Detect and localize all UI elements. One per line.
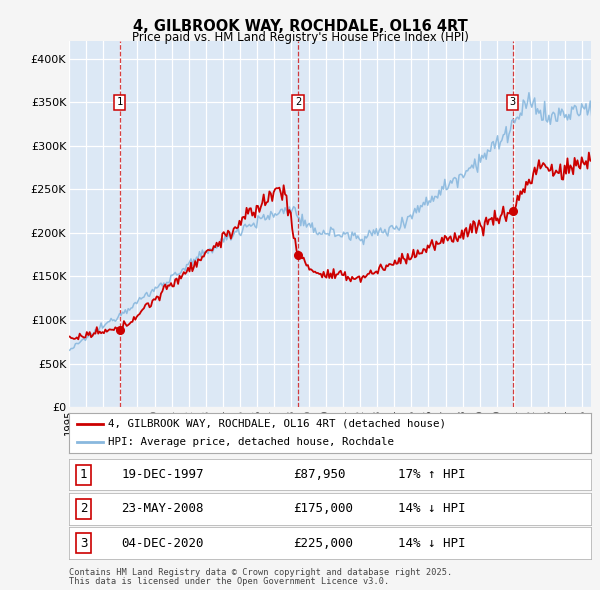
Text: 1: 1 [116,97,123,107]
Text: £175,000: £175,000 [293,502,353,516]
Text: 4, GILBROOK WAY, ROCHDALE, OL16 4RT: 4, GILBROOK WAY, ROCHDALE, OL16 4RT [133,19,467,34]
Text: 19-DEC-1997: 19-DEC-1997 [121,468,204,481]
Text: 2: 2 [80,502,88,516]
Text: 04-DEC-2020: 04-DEC-2020 [121,536,204,550]
Text: 17% ↑ HPI: 17% ↑ HPI [398,468,466,481]
Text: 14% ↓ HPI: 14% ↓ HPI [398,502,466,516]
Text: Contains HM Land Registry data © Crown copyright and database right 2025.: Contains HM Land Registry data © Crown c… [69,568,452,577]
Text: 4, GILBROOK WAY, ROCHDALE, OL16 4RT (detached house): 4, GILBROOK WAY, ROCHDALE, OL16 4RT (det… [108,419,446,429]
Text: 1: 1 [80,468,88,481]
Text: 14% ↓ HPI: 14% ↓ HPI [398,536,466,550]
Text: This data is licensed under the Open Government Licence v3.0.: This data is licensed under the Open Gov… [69,578,389,586]
Text: £225,000: £225,000 [293,536,353,550]
Text: 23-MAY-2008: 23-MAY-2008 [121,502,204,516]
Text: 2: 2 [295,97,301,107]
Text: Price paid vs. HM Land Registry's House Price Index (HPI): Price paid vs. HM Land Registry's House … [131,31,469,44]
Text: 3: 3 [80,536,88,550]
Text: £87,950: £87,950 [293,468,346,481]
Text: 3: 3 [509,97,516,107]
Text: HPI: Average price, detached house, Rochdale: HPI: Average price, detached house, Roch… [108,437,394,447]
